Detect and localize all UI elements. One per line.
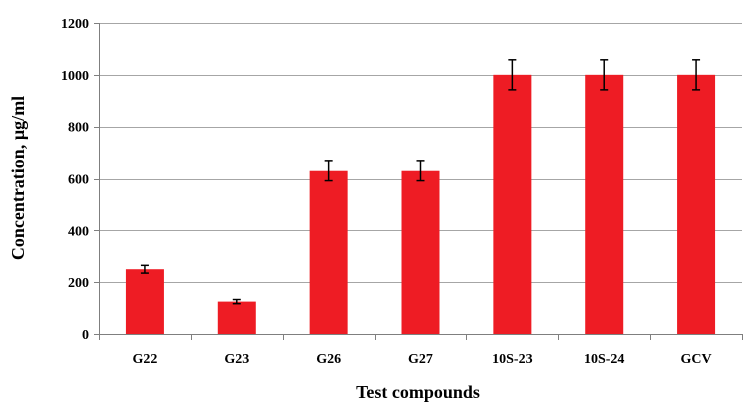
x-tick-label: 10S-23 [492,352,532,367]
y-axis-label: Concentration, µg/ml [8,96,28,260]
bar-g26 [309,170,348,334]
bar-10s-24 [585,74,624,334]
error-bar-g26 [324,160,333,182]
y-tick-label: 200 [68,276,89,291]
y-tick-label: 1000 [61,69,89,84]
error-bar-gcv [692,59,701,91]
y-tick-label: 1200 [61,17,89,32]
error-bar-g27 [416,160,425,182]
x-axis-label: Test compounds [356,382,480,402]
error-bar-10s-24 [600,59,609,91]
axes [94,23,743,340]
x-tick-label: 10S-24 [584,352,624,367]
y-tick-labels: 0 200 400 600 800 1000 1200 [61,17,89,343]
bar-10s-23 [493,74,532,334]
x-tick-label: G27 [408,352,433,367]
bars [125,74,716,334]
bar-gcv [677,74,716,334]
x-tick-label: G23 [224,352,249,367]
error-bars [140,59,701,305]
bar-g22 [125,269,164,334]
x-tick-label: G22 [132,352,157,367]
y-tick-label: 800 [68,121,89,136]
error-bar-10s-23 [508,59,517,91]
y-tick-label: 400 [68,224,89,239]
error-bar-g22 [140,264,149,274]
x-tick-label: G26 [316,352,341,367]
error-bar-g23 [232,298,241,305]
y-tick-label: 0 [82,328,89,343]
x-tick-label: GCV [681,352,712,367]
x-tick-labels: G22 G23 G26 G27 10S-23 10S-24 GCV [132,352,711,367]
bar-g27 [401,170,440,334]
y-tick-label: 600 [68,173,89,188]
bar-g23 [217,301,256,334]
